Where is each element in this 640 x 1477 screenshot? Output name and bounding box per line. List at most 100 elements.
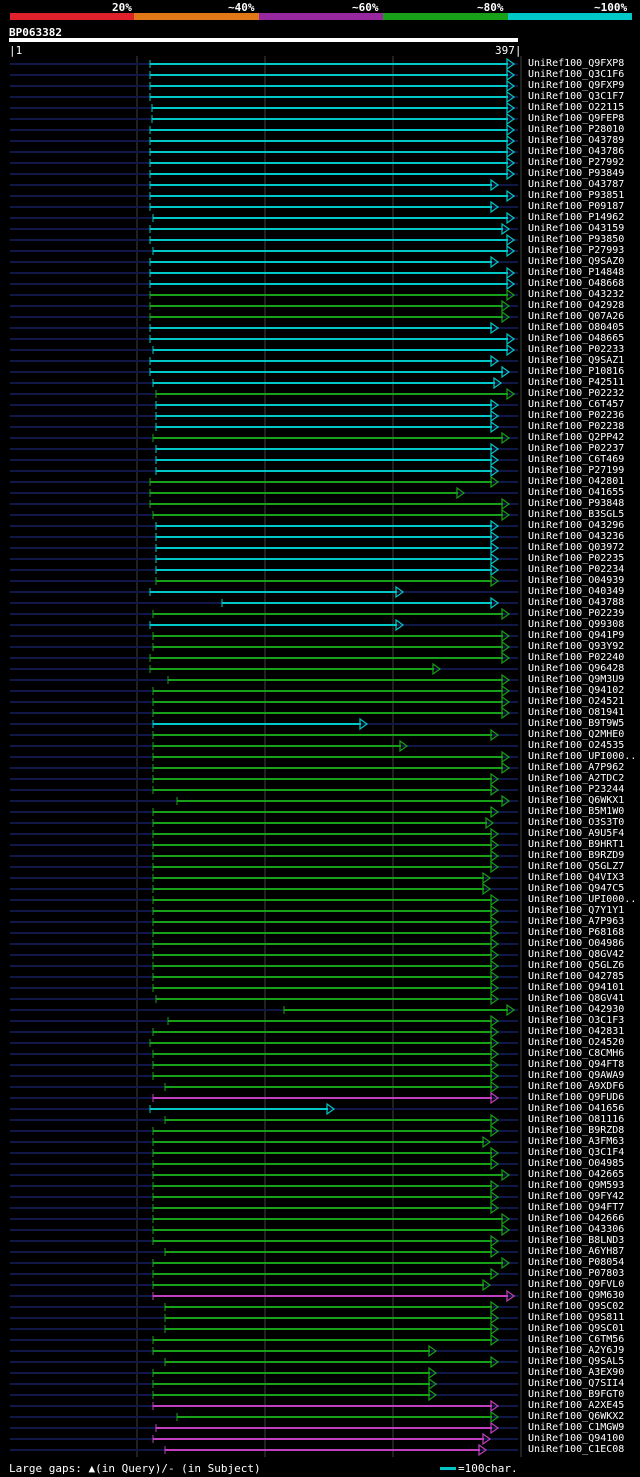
hit-link[interactable]: UniRef100_O42928: [528, 300, 625, 311]
hit-link[interactable]: UniRef100_O42785: [528, 971, 625, 982]
hit-link[interactable]: UniRef100_Q9S811: [528, 1312, 625, 1323]
hit-link[interactable]: UniRef100_O41656: [528, 1103, 625, 1114]
hit-link[interactable]: UniRef100_A3FM63: [528, 1136, 625, 1147]
hit-link[interactable]: UniRef100_B9RZD8: [528, 1125, 625, 1136]
hit-link[interactable]: UniRef100_P02233: [528, 344, 625, 355]
hit-link[interactable]: UniRef100_B3SGL5: [528, 509, 625, 520]
hit-link[interactable]: UniRef100_P27993: [528, 245, 625, 256]
hit-link[interactable]: UniRef100_Q9FXP9: [528, 80, 625, 91]
hit-link[interactable]: UniRef100_Q9FXP8: [528, 58, 625, 69]
hit-link[interactable]: UniRef100_P08054: [528, 1257, 625, 1268]
hit-link[interactable]: UniRef100_P02232: [528, 388, 625, 399]
hit-link[interactable]: UniRef100_O43159: [528, 223, 625, 234]
hit-link[interactable]: UniRef100_A2Y6J9: [528, 1345, 625, 1356]
hit-link[interactable]: UniRef100_Q94FT7: [528, 1202, 625, 1213]
hit-link[interactable]: UniRef100_Q9AWA9: [528, 1070, 625, 1081]
hit-link[interactable]: UniRef100_Q8GV42: [528, 949, 625, 960]
hit-link[interactable]: UniRef100_P28010: [528, 124, 625, 135]
hit-link[interactable]: UniRef100_Q9FEP8: [528, 113, 625, 124]
hit-link[interactable]: UniRef100_Q2PP42: [528, 432, 625, 443]
hit-link[interactable]: UniRef100_O43787: [528, 179, 625, 190]
hit-link[interactable]: UniRef100_B9FGT0: [528, 1389, 625, 1400]
hit-link[interactable]: UniRef100_O42665: [528, 1169, 625, 1180]
hit-link[interactable]: UniRef100_P27992: [528, 157, 625, 168]
hit-link[interactable]: UniRef100_O48665: [528, 333, 625, 344]
hit-link[interactable]: UniRef100_Q2MHE0: [528, 729, 625, 740]
hit-link[interactable]: UniRef100_Q6WKX1: [528, 795, 625, 806]
hit-link[interactable]: UniRef100_Q94101: [528, 982, 625, 993]
hit-link[interactable]: UniRef100_O43232: [528, 289, 625, 300]
hit-link[interactable]: UniRef100_O04939: [528, 575, 625, 586]
hit-link[interactable]: UniRef100_P93850: [528, 234, 625, 245]
hit-link[interactable]: UniRef100_O42801: [528, 476, 625, 487]
hit-link[interactable]: UniRef100_C1MGW9: [528, 1422, 625, 1433]
hit-link[interactable]: UniRef100_P02240: [528, 652, 625, 663]
hit-link[interactable]: UniRef100_Q941P9: [528, 630, 625, 641]
hit-link[interactable]: UniRef100_Q99308: [528, 619, 625, 630]
hit-link[interactable]: UniRef100_O43296: [528, 520, 625, 531]
hit-link[interactable]: UniRef100_A6YH87: [528, 1246, 625, 1257]
hit-link[interactable]: UniRef100_Q94102: [528, 685, 625, 696]
hit-link[interactable]: UniRef100_Q07A26: [528, 311, 625, 322]
hit-link[interactable]: UniRef100_O43236: [528, 531, 625, 542]
hit-link[interactable]: UniRef100_O81116: [528, 1114, 625, 1125]
hit-link[interactable]: UniRef100_O80405: [528, 322, 625, 333]
hit-link[interactable]: UniRef100_O04986: [528, 938, 625, 949]
hit-link[interactable]: UniRef100_Q7Y1Y1: [528, 905, 625, 916]
hit-link[interactable]: UniRef100_C1EC08: [528, 1444, 625, 1455]
hit-link[interactable]: UniRef100_Q3C1F6: [528, 69, 625, 80]
hit-link[interactable]: UniRef100_P02239: [528, 608, 625, 619]
hit-link[interactable]: UniRef100_O04985: [528, 1158, 625, 1169]
hit-link[interactable]: UniRef100_P02236: [528, 410, 625, 421]
hit-link[interactable]: UniRef100_B9HRT1: [528, 839, 625, 850]
hit-link[interactable]: UniRef100_P09187: [528, 201, 625, 212]
hit-link[interactable]: UniRef100_Q93Y92: [528, 641, 625, 652]
hit-link[interactable]: UniRef100_O42666: [528, 1213, 625, 1224]
hit-link[interactable]: UniRef100_O40349: [528, 586, 625, 597]
hit-link[interactable]: UniRef100_P68168: [528, 927, 625, 938]
hit-link[interactable]: UniRef100_A9U5F4: [528, 828, 625, 839]
hit-link[interactable]: UniRef100_C6TM56: [528, 1334, 625, 1345]
hit-link[interactable]: UniRef100_Q947C5: [528, 883, 625, 894]
hit-link[interactable]: UniRef100_A3EX90: [528, 1367, 625, 1378]
hit-link[interactable]: UniRef100_UPI000..: [528, 894, 637, 905]
hit-link[interactable]: UniRef100_P93849: [528, 168, 625, 179]
hit-link[interactable]: UniRef100_Q9FVL0: [528, 1279, 625, 1290]
hit-link[interactable]: UniRef100_Q94FT8: [528, 1059, 625, 1070]
hit-link[interactable]: UniRef100_Q96428: [528, 663, 625, 674]
hit-link[interactable]: UniRef100_Q9SAZ1: [528, 355, 625, 366]
hit-link[interactable]: UniRef100_O43788: [528, 597, 625, 608]
hit-link[interactable]: UniRef100_B9T9W5: [528, 718, 625, 729]
hit-link[interactable]: UniRef100_P02238: [528, 421, 625, 432]
hit-link[interactable]: UniRef100_P02237: [528, 443, 625, 454]
hit-link[interactable]: UniRef100_O43306: [528, 1224, 625, 1235]
hit-link[interactable]: UniRef100_Q9M593: [528, 1180, 625, 1191]
hit-link[interactable]: UniRef100_O42930: [528, 1004, 625, 1015]
hit-link[interactable]: UniRef100_Q3C1F7: [528, 91, 625, 102]
hit-link[interactable]: UniRef100_A7P962: [528, 762, 625, 773]
hit-link[interactable]: UniRef100_O3C1F3: [528, 1015, 625, 1026]
hit-link[interactable]: UniRef100_Q94100: [528, 1433, 625, 1444]
hit-link[interactable]: UniRef100_P42511: [528, 377, 625, 388]
hit-link[interactable]: UniRef100_O43786: [528, 146, 625, 157]
hit-link[interactable]: UniRef100_Q9SAZ0: [528, 256, 625, 267]
hit-link[interactable]: UniRef100_B8LND3: [528, 1235, 625, 1246]
hit-link[interactable]: UniRef100_Q9SAL5: [528, 1356, 625, 1367]
hit-link[interactable]: UniRef100_P14848: [528, 267, 625, 278]
hit-link[interactable]: UniRef100_B9RZD9: [528, 850, 625, 861]
hit-link[interactable]: UniRef100_Q9M3U9: [528, 674, 625, 685]
hit-link[interactable]: UniRef100_Q9FY42: [528, 1191, 625, 1202]
hit-link[interactable]: UniRef100_A9XDF6: [528, 1081, 625, 1092]
hit-link[interactable]: UniRef100_C6T469: [528, 454, 625, 465]
hit-link[interactable]: UniRef100_P02235: [528, 553, 625, 564]
hit-link[interactable]: UniRef100_A7P963: [528, 916, 625, 927]
hit-link[interactable]: UniRef100_Q7SII4: [528, 1378, 625, 1389]
hit-link[interactable]: UniRef100_B5M1W0: [528, 806, 625, 817]
hit-link[interactable]: UniRef100_O81941: [528, 707, 625, 718]
hit-link[interactable]: UniRef100_P14962: [528, 212, 625, 223]
hit-link[interactable]: UniRef100_P27199: [528, 465, 625, 476]
hit-link[interactable]: UniRef100_Q5GLZ7: [528, 861, 625, 872]
hit-link[interactable]: UniRef100_A2XE45: [528, 1400, 625, 1411]
hit-link[interactable]: UniRef100_O3S3T0: [528, 817, 625, 828]
hit-link[interactable]: UniRef100_P02234: [528, 564, 625, 575]
